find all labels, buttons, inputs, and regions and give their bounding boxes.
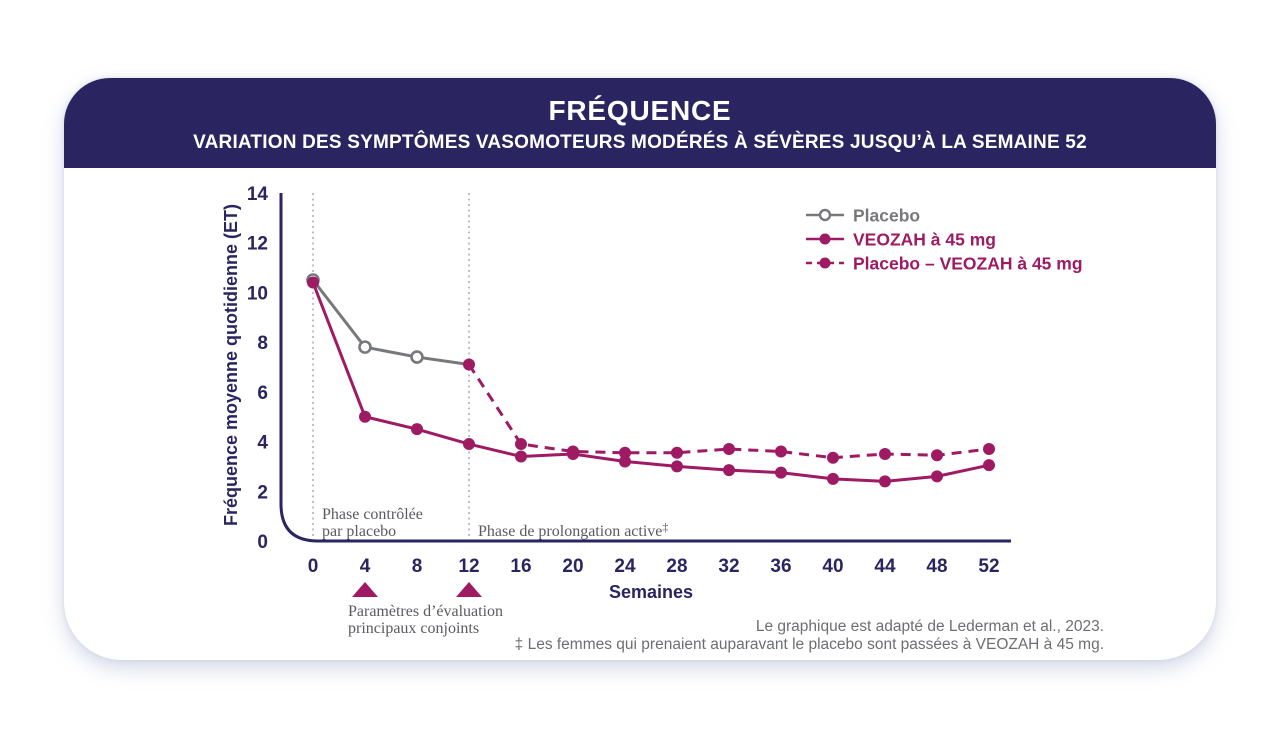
series-line-2 bbox=[467, 363, 990, 460]
chart-area: 0 2 4 6 8 10 12 14 0 4 8 12 16 20 24 28 32 36 40 44 48 52 Sema… bbox=[64, 168, 1216, 660]
svg-text:44: 44 bbox=[874, 556, 896, 577]
svg-text:36: 36 bbox=[770, 556, 791, 577]
series-line-0 bbox=[311, 279, 470, 366]
svg-text:0: 0 bbox=[308, 556, 319, 577]
chart-card: FRÉQUENCE VARIATION DES SYMPTÔMES VASOMO… bbox=[64, 78, 1216, 660]
svg-text:Phase contrôlée: Phase contrôlée bbox=[322, 506, 423, 523]
svg-text:10: 10 bbox=[247, 283, 268, 304]
svg-text:4: 4 bbox=[257, 433, 268, 454]
svg-text:par placebo: par placebo bbox=[322, 523, 396, 540]
svg-text:Paramètres d’évaluation: Paramètres d’évaluation bbox=[348, 603, 503, 620]
legend-open-circle-icon bbox=[818, 208, 832, 222]
svg-text:14: 14 bbox=[247, 184, 269, 205]
svg-text:20: 20 bbox=[562, 556, 583, 577]
y-axis-ticks: 0 2 4 6 8 10 12 14 bbox=[247, 184, 269, 553]
svg-text:12: 12 bbox=[247, 234, 268, 255]
svg-text:40: 40 bbox=[822, 556, 843, 577]
svg-text:principaux conjoints: principaux conjoints bbox=[348, 620, 479, 637]
svg-text:52: 52 bbox=[978, 556, 999, 577]
series-markers-2 bbox=[463, 358, 995, 464]
svg-text:Placebo – VEOZAH à 45 mg: Placebo – VEOZAH à 45 mg bbox=[853, 254, 1083, 274]
svg-text:0: 0 bbox=[257, 532, 268, 553]
svg-text:2: 2 bbox=[257, 482, 268, 503]
legend-filled-circle-icon bbox=[819, 233, 831, 245]
svg-text:4: 4 bbox=[360, 556, 371, 577]
series-line-1 bbox=[311, 281, 990, 483]
y-axis-title: Fréquence moyenne quotidienne (ET) bbox=[221, 204, 241, 526]
svg-text:6: 6 bbox=[257, 383, 268, 404]
svg-text:VEOZAH à 45 mg: VEOZAH à 45 mg bbox=[853, 230, 996, 250]
svg-text:28: 28 bbox=[666, 556, 687, 577]
legend-filled-circle-icon bbox=[819, 257, 831, 269]
chart-legend: Placebo VEOZAH à 45 mg Placebo – VEOZAH à … bbox=[806, 206, 1083, 274]
phase-dotted-rules bbox=[312, 193, 470, 539]
svg-text:8: 8 bbox=[257, 333, 268, 354]
axis-line bbox=[279, 193, 1011, 543]
series-markers-0 bbox=[306, 273, 424, 364]
x-axis-ticks: 0 4 8 12 16 20 24 28 32 36 40 44 48 52 bbox=[308, 556, 1000, 577]
card-header: FRÉQUENCE VARIATION DES SYMPTÔMES VASOMO… bbox=[64, 78, 1216, 168]
svg-text:Phase de prolongation active‡: Phase de prolongation active‡ bbox=[478, 520, 668, 540]
svg-text:48: 48 bbox=[926, 556, 947, 577]
page-title: FRÉQUENCE bbox=[548, 94, 732, 126]
svg-text:24: 24 bbox=[614, 556, 636, 577]
footnotes: Le graphique est adapté de Lederman et a… bbox=[515, 618, 1104, 654]
svg-text:16: 16 bbox=[510, 556, 531, 577]
footnote-source: Le graphique est adapté de Lederman et a… bbox=[755, 618, 1104, 635]
footnote-crossover: ‡ Les femmes qui prenaient auparavant le… bbox=[514, 636, 1104, 653]
svg-text:12: 12 bbox=[458, 556, 479, 577]
svg-text:Placebo: Placebo bbox=[853, 206, 920, 226]
series-markers-1 bbox=[307, 276, 995, 488]
svg-text:8: 8 bbox=[412, 556, 423, 577]
legend-item-0: Placebo bbox=[806, 206, 920, 226]
svg-text:32: 32 bbox=[718, 556, 739, 577]
legend-item-2: Placebo – VEOZAH à 45 mg bbox=[806, 254, 1083, 274]
page-subtitle: VARIATION DES SYMPTÔMES VASOMOTEURS MODÉ… bbox=[193, 131, 1087, 153]
x-axis-title: Semaines bbox=[609, 582, 693, 602]
legend-item-1: VEOZAH à 45 mg bbox=[806, 230, 996, 250]
